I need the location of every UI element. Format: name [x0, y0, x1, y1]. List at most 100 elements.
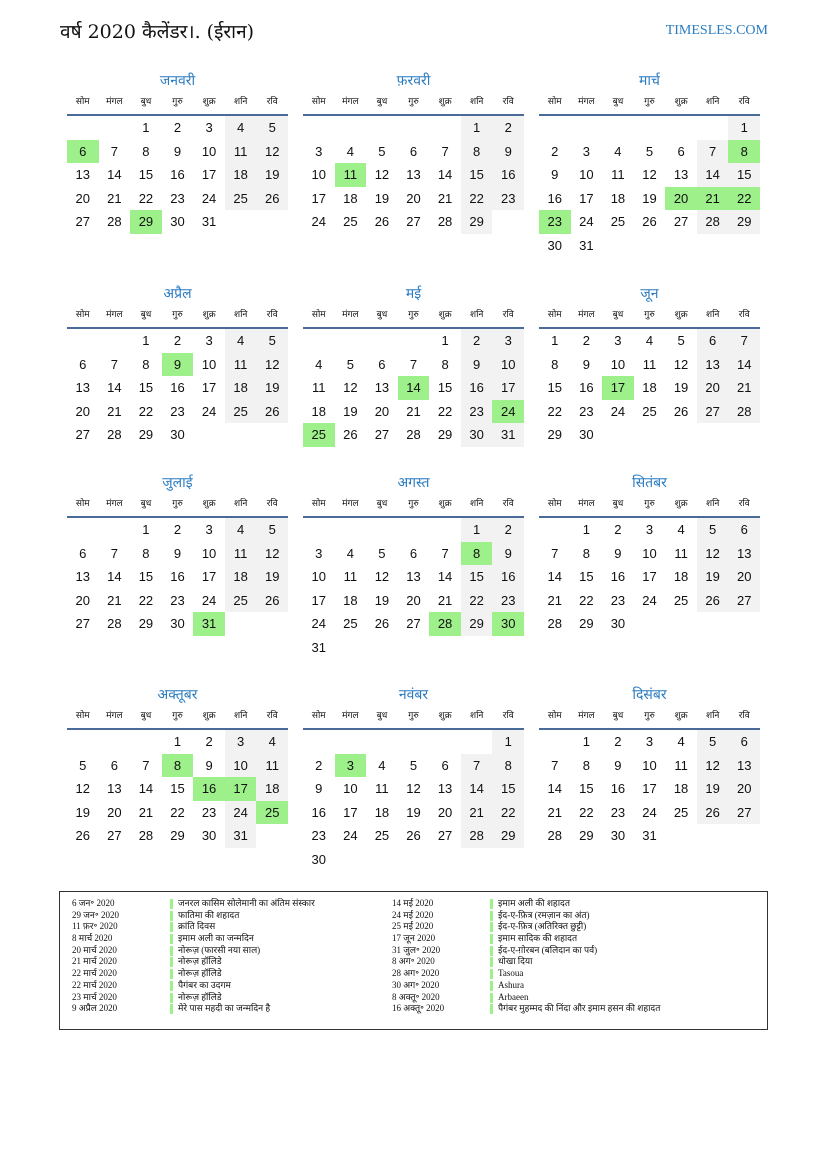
day-cell[interactable]: 5 [346, 356, 354, 372]
day-cell[interactable]: 10 [642, 757, 657, 773]
day-cell[interactable]: 14 [460, 777, 493, 801]
day-cell[interactable]: 29 [460, 210, 493, 234]
day-cell[interactable]: 20 [107, 804, 122, 820]
day-cell[interactable]: 12 [374, 167, 390, 183]
day-cell[interactable]: 20 [75, 190, 91, 206]
day-cell[interactable]: 3 [645, 522, 654, 537]
day-cell[interactable]: 12 [696, 753, 729, 778]
day-cell[interactable]: 4 [614, 143, 622, 159]
day-cell[interactable]: 15 [138, 167, 154, 183]
day-cell[interactable]: 12 [75, 781, 91, 797]
day-cell[interactable]: 25 [673, 592, 689, 608]
day-cell[interactable]: 11 [674, 757, 688, 773]
day-cell[interactable]: 17 [642, 569, 657, 585]
day-cell[interactable]: 7 [142, 757, 150, 773]
day-cell[interactable]: 2 [492, 116, 524, 140]
holiday-day-cell[interactable]: 16 [193, 777, 225, 801]
day-cell[interactable]: 26 [343, 427, 358, 443]
day-cell[interactable]: 6 [79, 545, 87, 561]
day-cell[interactable]: 30 [547, 237, 563, 253]
day-cell[interactable]: 15 [170, 781, 185, 797]
day-cell[interactable]: 30 [610, 828, 626, 844]
day-cell[interactable]: 10 [201, 143, 217, 159]
day-cell[interactable]: 11 [224, 541, 257, 566]
day-cell[interactable]: 17 [492, 376, 524, 400]
day-cell[interactable]: 27 [696, 399, 729, 424]
day-cell[interactable]: 3 [614, 333, 622, 348]
day-cell[interactable]: 1 [551, 333, 559, 348]
day-cell[interactable]: 28 [460, 824, 493, 848]
day-cell[interactable]: 28 [406, 427, 421, 443]
day-cell[interactable]: 29 [492, 824, 524, 848]
day-cell[interactable]: 12 [343, 380, 358, 396]
day-cell[interactable]: 14 [437, 167, 453, 183]
day-cell[interactable]: 18 [673, 781, 689, 797]
day-cell[interactable]: 10 [201, 545, 217, 561]
day-cell[interactable]: 25 [610, 214, 626, 230]
day-cell[interactable]: 7 [409, 356, 418, 372]
day-cell[interactable]: 4 [315, 356, 323, 372]
holiday-day-cell[interactable]: 20 [665, 186, 697, 211]
day-cell[interactable]: 9 [173, 545, 182, 561]
day-cell[interactable]: 12 [256, 541, 288, 566]
day-cell[interactable]: 21 [107, 592, 122, 608]
day-cell[interactable]: 29 [579, 828, 594, 844]
day-cell[interactable]: 21 [107, 190, 122, 206]
day-cell[interactable]: 28 [437, 214, 453, 230]
day-cell[interactable]: 20 [728, 777, 760, 801]
day-cell[interactable]: 8 [460, 139, 493, 164]
day-cell[interactable]: 30 [579, 427, 594, 443]
day-cell[interactable]: 21 [437, 592, 453, 608]
day-cell[interactable]: 22 [547, 403, 563, 419]
day-cell[interactable]: 11 [224, 139, 257, 164]
day-cell[interactable]: 11 [224, 352, 257, 377]
holiday-day-cell[interactable]: 22 [728, 186, 760, 211]
day-cell[interactable]: 1 [728, 116, 760, 140]
holiday-day-cell[interactable]: 23 [539, 210, 571, 234]
day-cell[interactable]: 1 [460, 116, 493, 140]
day-cell[interactable]: 4 [346, 143, 354, 159]
day-cell[interactable]: 14 [107, 569, 122, 585]
day-cell[interactable]: 14 [547, 569, 563, 585]
day-cell[interactable]: 25 [224, 399, 257, 424]
day-cell[interactable]: 24 [201, 403, 217, 419]
day-cell[interactable]: 2 [315, 757, 323, 773]
day-cell[interactable]: 18 [610, 190, 626, 206]
day-cell[interactable]: 16 [311, 804, 327, 820]
day-cell[interactable]: 9 [205, 757, 213, 773]
day-cell[interactable]: 7 [696, 139, 729, 164]
day-cell[interactable]: 13 [406, 167, 421, 183]
day-cell[interactable]: 19 [256, 565, 288, 589]
holiday-day-cell[interactable]: 24 [492, 399, 524, 424]
day-cell[interactable]: 24 [224, 800, 257, 825]
day-cell[interactable]: 28 [547, 616, 563, 632]
day-cell[interactable]: 16 [610, 569, 626, 585]
day-cell[interactable]: 20 [75, 403, 91, 419]
day-cell[interactable]: 15 [547, 380, 563, 396]
day-cell[interactable]: 29 [437, 427, 453, 443]
day-cell[interactable]: 19 [696, 777, 729, 801]
day-cell[interactable]: 19 [673, 380, 689, 396]
day-cell[interactable]: 4 [677, 734, 685, 749]
day-cell[interactable]: 4 [256, 730, 288, 754]
day-cell[interactable]: 9 [582, 356, 590, 372]
day-cell[interactable]: 15 [728, 163, 760, 187]
day-cell[interactable]: 12 [256, 352, 288, 377]
day-cell[interactable]: 26 [406, 828, 421, 844]
day-cell[interactable]: 23 [170, 592, 185, 608]
day-cell[interactable]: 19 [256, 163, 288, 187]
day-cell[interactable]: 26 [256, 186, 288, 211]
day-cell[interactable]: 6 [378, 356, 386, 372]
day-cell[interactable]: 19 [374, 190, 390, 206]
day-cell[interactable]: 21 [107, 403, 122, 419]
day-cell[interactable]: 11 [375, 781, 389, 797]
day-cell[interactable]: 25 [224, 186, 257, 211]
day-cell[interactable]: 13 [437, 781, 453, 797]
day-cell[interactable]: 27 [673, 214, 689, 230]
day-cell[interactable]: 13 [728, 541, 760, 566]
day-cell[interactable]: 25 [374, 828, 390, 844]
day-cell[interactable]: 29 [460, 612, 493, 636]
holiday-day-cell[interactable]: 25 [256, 800, 288, 825]
day-cell[interactable]: 9 [492, 139, 524, 164]
holiday-day-cell[interactable]: 6 [67, 139, 99, 164]
